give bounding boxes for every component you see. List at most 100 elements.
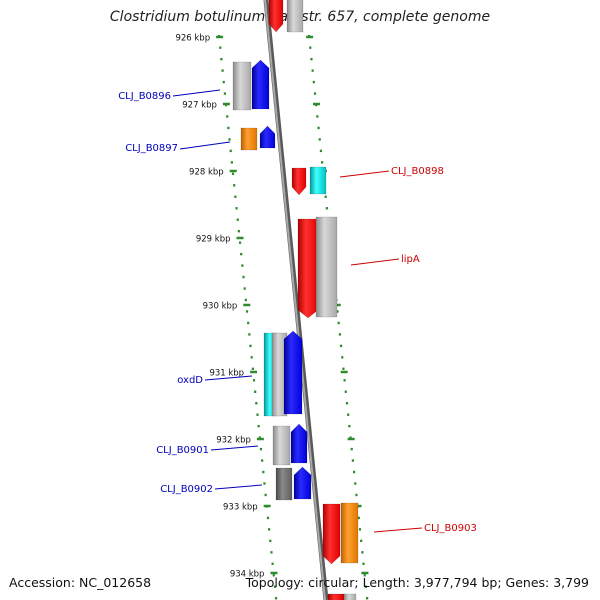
right-ruler-dot — [324, 195, 327, 198]
left-ruler-dot — [261, 459, 264, 462]
right-ruler-dot — [336, 310, 339, 313]
right-ruler-dot — [349, 436, 352, 439]
gene-block-red — [322, 503, 341, 565]
left-ruler-dot — [273, 585, 277, 588]
gene-block-blue — [293, 466, 312, 500]
left-ruler-dot — [226, 115, 229, 118]
left-ruler-dot — [252, 379, 256, 382]
gene-block-red — [327, 593, 345, 600]
gene-block-gray — [271, 332, 288, 417]
gene-leader-line — [204, 375, 253, 381]
right-ruler-dot — [312, 80, 315, 84]
left-ruler-dot — [256, 413, 259, 416]
left-ruler-dot — [243, 287, 246, 290]
gene-leader-line — [373, 527, 423, 533]
left-ruler-dot — [249, 344, 252, 348]
gene-block-darkgray — [275, 467, 293, 501]
right-ruler-dot — [309, 46, 312, 49]
left-ruler-dot — [251, 367, 254, 371]
gene-label-oxdD: oxdD — [177, 375, 203, 386]
left-ruler-dot — [241, 264, 244, 267]
left-ruler-dot — [262, 470, 265, 474]
left-ruler-dot — [271, 562, 274, 565]
gene-label-CLJ_B0896: CLJ_B0896 — [118, 91, 171, 102]
right-ruler-dot — [362, 562, 365, 565]
left-ruler-dot — [250, 356, 253, 359]
right-ruler-dot — [351, 459, 354, 462]
right-ruler-dot — [344, 390, 347, 393]
left-ruler-dot — [233, 184, 236, 187]
right-ruler-dot — [360, 539, 363, 543]
right-ruler-dot — [357, 516, 360, 520]
right-ruler-dot — [361, 551, 364, 554]
right-ruler-dot — [345, 402, 349, 405]
gene-block-blue — [290, 423, 308, 464]
gene-leader-line — [350, 258, 400, 266]
left-ruler-dot — [222, 80, 225, 84]
right-ruler-dot — [316, 115, 319, 118]
right-ruler-dot — [352, 470, 356, 474]
tick-label: 928 kbp — [189, 168, 224, 178]
right-ruler-dot — [319, 149, 323, 153]
tick-label: 930 kbp — [203, 302, 238, 312]
left-ruler-dot — [219, 46, 222, 49]
right-ruler-dot — [338, 333, 341, 336]
left-ruler-dot — [275, 597, 278, 600]
right-ruler-dot — [321, 161, 324, 164]
left-ruler-dot — [264, 493, 267, 497]
right-ruler-dot — [311, 69, 314, 72]
left-ruler-dot — [263, 482, 266, 485]
right-ruler-dot — [347, 413, 350, 416]
left-ruler-dot — [258, 436, 261, 439]
left-ruler-dot — [254, 390, 257, 393]
left-ruler-dot — [242, 275, 245, 279]
right-ruler-dot — [341, 356, 344, 359]
left-ruler-dot — [244, 298, 247, 302]
accession-text: Accession: NC_012658 — [9, 575, 152, 590]
right-ruler-dot — [310, 57, 313, 61]
tick-label: 932 kbp — [216, 436, 251, 446]
left-ruler-dot — [248, 333, 251, 336]
left-ruler-dot — [238, 241, 242, 244]
gene-leader-line — [172, 89, 221, 97]
gene-label-CLJ_B0897: CLJ_B0897 — [125, 143, 178, 154]
gene-block-blue — [283, 330, 303, 415]
left-ruler-dot — [223, 92, 227, 95]
left-ruler-dot — [259, 447, 263, 451]
right-ruler-dot — [313, 92, 317, 95]
gene-block-gray — [343, 593, 357, 600]
right-ruler-dot — [339, 344, 343, 348]
right-ruler-dot — [350, 447, 353, 451]
gene-block-blue — [259, 125, 276, 149]
tick-label: 929 kbp — [196, 235, 231, 245]
left-ruler-dot — [229, 149, 232, 153]
gene-leader-line — [339, 170, 390, 178]
left-ruler-dot — [268, 528, 271, 531]
gene-label-CLJ_B0902: CLJ_B0902 — [160, 484, 213, 495]
gene-block-orange — [240, 127, 258, 151]
gene-leader-line — [214, 484, 263, 490]
left-ruler-dot — [257, 424, 260, 428]
left-ruler-dot — [272, 574, 275, 577]
left-ruler-dot — [266, 516, 270, 520]
left-ruler-dot — [245, 310, 249, 313]
gene-label-CLJ_B0903: CLJ_B0903 — [424, 523, 477, 534]
left-ruler-dot — [220, 57, 223, 61]
tick-label: 933 kbp — [223, 503, 258, 513]
gene-block-blue — [251, 59, 270, 110]
left-ruler-dot — [269, 539, 272, 543]
right-ruler-dot — [364, 585, 368, 588]
tick-label: 931 kbp — [209, 369, 244, 379]
right-ruler-dot — [318, 138, 321, 141]
left-ruler-dot — [228, 138, 231, 141]
gene-block-orange — [340, 502, 359, 564]
gene-block-gray — [232, 61, 252, 111]
left-ruler-dot — [240, 252, 243, 256]
right-ruler-dot — [354, 482, 357, 485]
left-ruler-dot — [234, 195, 237, 198]
gene-block-red — [297, 218, 319, 319]
left-ruler-dot — [227, 126, 230, 130]
gene-block-gray — [272, 425, 291, 466]
